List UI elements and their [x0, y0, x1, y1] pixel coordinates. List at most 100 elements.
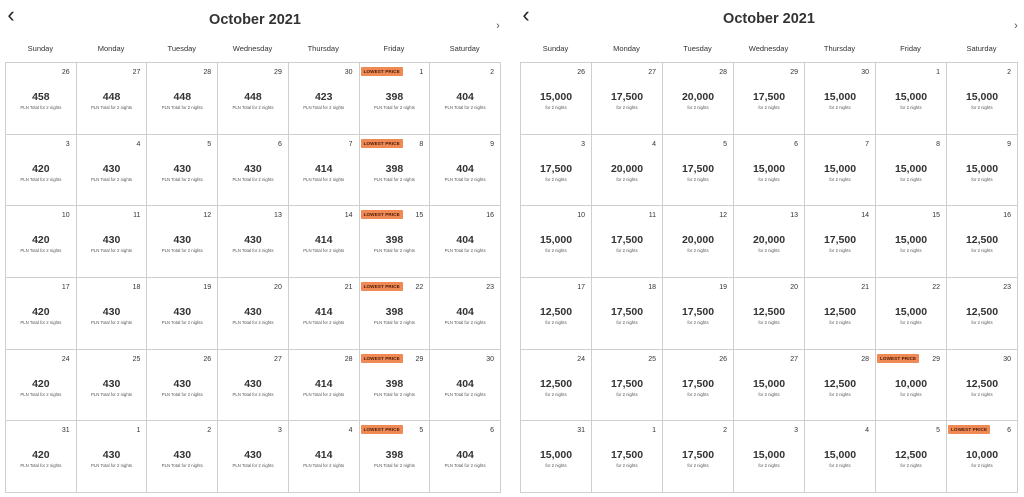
calendar-day-cell[interactable]: 27 15,000 for 2 nights [734, 349, 805, 422]
calendar-day-cell[interactable]: 18 430 PLN Total for 2 nights [76, 277, 148, 350]
calendar-day-cell[interactable]: 20 12,500 for 2 nights [734, 277, 805, 350]
calendar-day-cell[interactable]: 1 15,000 for 2 nights [876, 63, 947, 135]
calendar-day-cell[interactable]: 26 430 PLN Total for 2 nights [147, 349, 219, 422]
calendar-day-cell[interactable]: 29 17,500 for 2 nights [734, 63, 805, 135]
calendar-day-cell[interactable]: 29 448 PLN Total for 2 nights [218, 63, 289, 135]
calendar-day-cell[interactable]: 22 15,000 for 2 nights [876, 277, 947, 350]
calendar-day-cell[interactable]: 2 15,000 for 2 nights [947, 63, 1018, 135]
calendar-day-cell[interactable]: 19 430 PLN Total for 2 nights [147, 277, 219, 350]
calendar-day-cell[interactable]: LOWEST PRICE 22 398 PLN Total for 2 nights [359, 277, 431, 350]
calendar-day-cell[interactable]: 27 448 PLN Total for 2 nights [76, 63, 148, 135]
calendar-day-cell[interactable]: 23 404 PLN Total for 2 nights [430, 277, 501, 350]
day-number: 1 [936, 69, 940, 76]
calendar-day-cell[interactable]: 25 430 PLN Total for 2 nights [76, 349, 148, 422]
day-number: 12 [203, 212, 212, 220]
calendar-day-cell[interactable]: 25 17,500 for 2 nights [592, 349, 663, 422]
calendar-day-cell[interactable]: 17 420 PLN Total for 2 nights [6, 277, 77, 350]
calendar-day-cell[interactable]: 2 17,500 for 2 nights [663, 421, 734, 493]
calendar-day-cell[interactable]: LOWEST PRICE 1 398 PLN Total for 2 nights [359, 63, 431, 135]
calendar-day-cell[interactable]: 30 12,500 for 2 nights [947, 349, 1018, 422]
calendar-day-cell[interactable]: 28 414 PLN Total for 2 nights [288, 349, 360, 422]
calendar-day-cell[interactable]: LOWEST PRICE 5 398 PLN Total for 2 nights [359, 421, 431, 493]
calendar-day-cell[interactable]: 26 15,000 for 2 nights [521, 63, 592, 135]
calendar-day-cell[interactable]: 28 20,000 for 2 nights [663, 63, 734, 135]
price-value: 448 [244, 91, 262, 103]
calendar-day-cell[interactable]: 16 404 PLN Total for 2 nights [430, 206, 501, 278]
calendar-day-cell[interactable]: 5 12,500 for 2 nights [876, 421, 947, 493]
calendar-day-cell[interactable]: 21 12,500 for 2 nights [805, 277, 876, 350]
calendar-day-cell[interactable]: 27 17,500 for 2 nights [592, 63, 663, 135]
calendar-day-cell[interactable]: 20 430 PLN Total for 2 nights [218, 277, 289, 350]
calendar-day-cell[interactable]: 2 430 PLN Total for 2 nights [147, 421, 219, 493]
calendar-day-cell[interactable]: 7 414 PLN Total for 2 nights [288, 134, 360, 207]
calendar-day-cell[interactable]: 26 17,500 for 2 nights [663, 349, 734, 422]
calendar-day-cell[interactable]: 1 17,500 for 2 nights [592, 421, 663, 493]
calendar-day-cell[interactable]: 4 430 PLN Total for 2 nights [76, 134, 148, 207]
price-value: 15,000 [965, 91, 999, 103]
calendar-day-cell[interactable]: 11 17,500 for 2 nights [592, 206, 663, 278]
calendar-day-cell[interactable]: 4 414 PLN Total for 2 nights [288, 421, 360, 493]
calendar-day-cell[interactable]: 13 430 PLN Total for 2 nights [218, 206, 289, 278]
calendar-day-cell[interactable]: LOWEST PRICE 29 398 PLN Total for 2 nights [359, 349, 431, 422]
calendar-day-cell[interactable]: 9 15,000 for 2 nights [947, 134, 1018, 207]
day-number: 5 [419, 427, 424, 435]
calendar-day-cell[interactable]: 4 15,000 for 2 nights [805, 421, 876, 493]
price-value: 458 [32, 91, 50, 103]
calendar-day-cell[interactable]: 24 420 PLN Total for 2 nights [6, 349, 77, 422]
chevron-right-icon[interactable]: › [1014, 20, 1018, 32]
calendar-day-cell[interactable]: 9 404 PLN Total for 2 nights [430, 134, 501, 207]
calendar-day-cell[interactable]: 18 17,500 for 2 nights [592, 277, 663, 350]
calendar-day-cell[interactable]: LOWEST PRICE 29 10,000 for 2 nights [876, 349, 947, 422]
calendar-day-cell[interactable]: LOWEST PRICE 15 398 PLN Total for 2 nights [359, 206, 431, 278]
price-value: 12,500 [823, 377, 857, 390]
calendar-day-cell[interactable]: 13 20,000 for 2 nights [734, 206, 805, 278]
chevron-right-icon[interactable]: › [496, 20, 500, 32]
calendar-day-cell[interactable]: 3 15,000 for 2 nights [734, 421, 805, 493]
calendar-day-cell[interactable]: 16 12,500 for 2 nights [947, 206, 1018, 278]
calendar-day-cell[interactable]: LOWEST PRICE 8 398 PLN Total for 2 nights [359, 134, 431, 207]
day-number: 4 [136, 140, 141, 148]
calendar-day-cell[interactable]: 3 430 PLN Total for 2 nights [218, 421, 289, 493]
calendar-day-cell[interactable]: 23 12,500 for 2 nights [947, 277, 1018, 350]
calendar-day-cell[interactable]: LOWEST PRICE 6 10,000 for 2 nights [947, 421, 1018, 493]
calendar-day-cell[interactable]: 30 404 PLN Total for 2 nights [430, 349, 501, 422]
calendar-day-cell[interactable]: 5 430 PLN Total for 2 nights [147, 134, 219, 207]
price-value: 430 [173, 449, 192, 462]
calendar-day-cell[interactable]: 14 414 PLN Total for 2 nights [288, 206, 360, 278]
calendar-day-cell[interactable]: 1 430 PLN Total for 2 nights [76, 421, 148, 493]
calendar-day-cell[interactable]: 3 17,500 for 2 nights [521, 134, 592, 207]
calendar-day-cell[interactable]: 26 458 PLN Total for 2 nights [6, 63, 77, 135]
calendar-day-cell[interactable]: 28 12,500 for 2 nights [805, 349, 876, 422]
calendar-day-cell[interactable]: 8 15,000 for 2 nights [876, 134, 947, 207]
calendar-day-cell[interactable]: 6 15,000 for 2 nights [734, 134, 805, 207]
calendar-day-cell[interactable]: 5 17,500 for 2 nights [663, 134, 734, 207]
price-value: 12,500 [894, 449, 928, 462]
calendar-day-cell[interactable]: 3 420 PLN Total for 2 nights [6, 134, 77, 207]
calendar-day-cell[interactable]: 15 15,000 for 2 nights [876, 206, 947, 278]
calendar-day-cell[interactable]: 6 430 PLN Total for 2 nights [218, 134, 289, 207]
calendar-day-cell[interactable]: 19 17,500 for 2 nights [663, 277, 734, 350]
calendar-day-cell[interactable]: 27 430 PLN Total for 2 nights [218, 349, 289, 422]
chevron-left-icon[interactable]: ‹ [7, 2, 15, 27]
calendar-day-cell[interactable]: 30 423 PLN Total for 2 nights [288, 63, 360, 135]
calendar-day-cell[interactable]: 28 448 PLN Total for 2 nights [147, 63, 219, 135]
calendar-day-cell[interactable]: 10 420 PLN Total for 2 nights [6, 206, 77, 278]
chevron-left-icon[interactable]: ‹ [522, 2, 530, 27]
day-number: 20 [274, 283, 282, 291]
calendar-day-cell[interactable]: 4 20,000 for 2 nights [592, 134, 663, 207]
calendar-day-cell[interactable]: 31 420 PLN Total for 2 nights [6, 421, 77, 493]
calendar-day-cell[interactable]: 21 414 PLN Total for 2 nights [288, 277, 360, 350]
calendar-day-cell[interactable]: 24 12,500 for 2 nights [521, 349, 592, 422]
calendar-day-cell[interactable]: 12 430 PLN Total for 2 nights [147, 206, 219, 278]
calendar-day-cell[interactable]: 17 12,500 for 2 nights [521, 277, 592, 350]
calendar-day-cell[interactable]: 11 430 PLN Total for 2 nights [76, 206, 148, 278]
calendar-day-cell[interactable]: 12 20,000 for 2 nights [663, 206, 734, 278]
calendar-day-cell[interactable]: 14 17,500 for 2 nights [805, 206, 876, 278]
calendar-day-cell[interactable]: 7 15,000 for 2 nights [805, 134, 876, 207]
calendar-day-cell[interactable]: 31 15,000 for 2 nights [521, 421, 592, 493]
calendar-day-cell[interactable]: 30 15,000 for 2 nights [805, 63, 876, 135]
calendar-day-cell[interactable]: 6 404 PLN Total for 2 nights [430, 421, 501, 493]
calendar-day-cell[interactable]: 2 404 PLN Total for 2 nights [430, 63, 501, 135]
calendar-day-cell[interactable]: 10 15,000 for 2 nights [521, 206, 592, 278]
price-value: 430 [244, 449, 262, 462]
